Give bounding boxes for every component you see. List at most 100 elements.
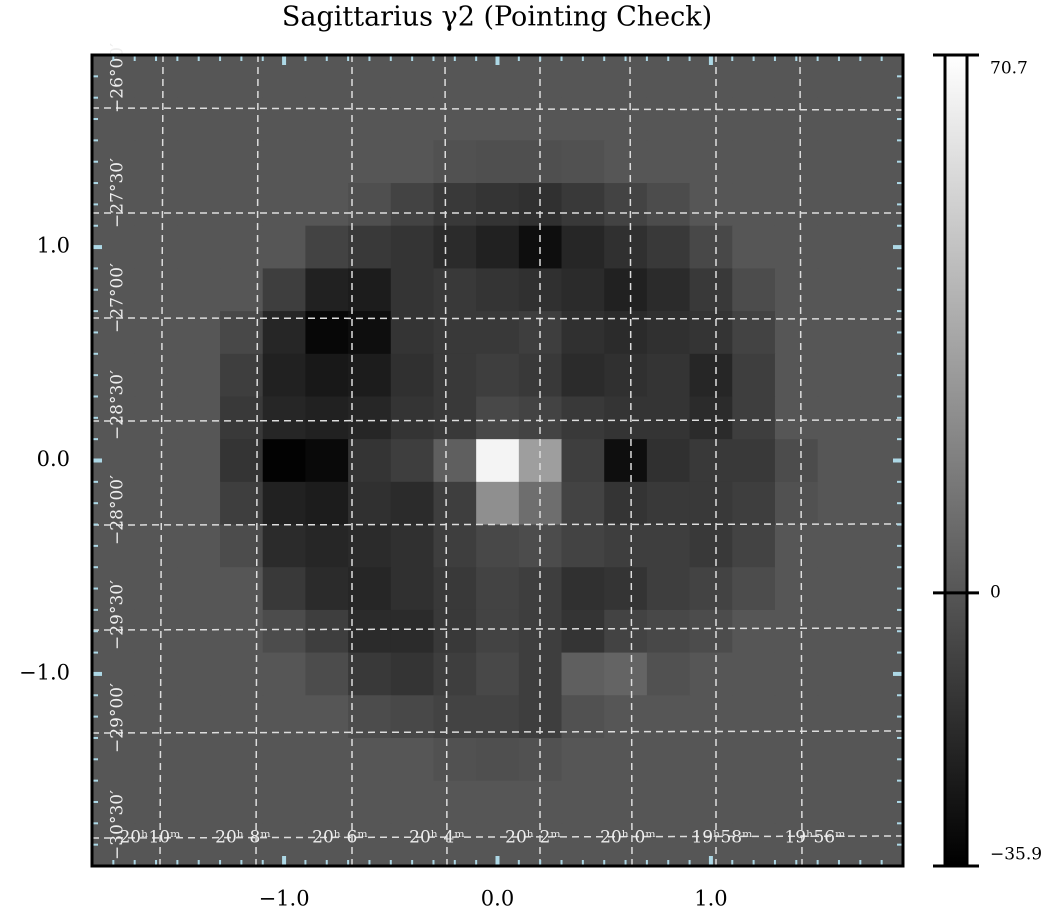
cell xyxy=(433,268,477,312)
cell xyxy=(390,396,434,440)
cell xyxy=(774,225,819,269)
cell xyxy=(732,396,776,440)
cell xyxy=(262,780,306,824)
cell xyxy=(433,97,477,141)
cell xyxy=(860,524,904,568)
cell xyxy=(774,97,819,141)
x-tick-label: 1.0 xyxy=(694,887,727,911)
cell xyxy=(348,97,392,141)
cell xyxy=(305,225,349,269)
cell xyxy=(476,524,520,568)
cell xyxy=(476,353,520,397)
cell xyxy=(689,481,733,526)
cell xyxy=(817,609,861,654)
cell xyxy=(92,823,136,867)
cell xyxy=(860,823,904,867)
cell xyxy=(177,140,221,184)
cell xyxy=(177,396,221,440)
cell xyxy=(390,97,434,141)
cell xyxy=(561,823,605,867)
cell xyxy=(92,97,136,141)
cell xyxy=(561,652,605,696)
cell xyxy=(305,823,349,867)
cell xyxy=(561,311,605,355)
cell xyxy=(604,225,648,269)
cell xyxy=(305,524,349,568)
cell xyxy=(134,780,178,824)
cell xyxy=(390,140,434,184)
cell xyxy=(348,609,392,654)
cell xyxy=(177,353,221,397)
cell xyxy=(646,609,691,654)
colorbar-tick-label: 0 xyxy=(990,582,1001,602)
cell xyxy=(817,353,861,397)
cell xyxy=(476,567,520,611)
cell xyxy=(646,652,691,696)
cell xyxy=(646,268,691,312)
cell xyxy=(262,652,306,696)
cell xyxy=(134,268,178,312)
cell xyxy=(348,780,392,824)
cell xyxy=(348,183,392,227)
cell xyxy=(476,140,520,184)
ra-label: 20ʰ 6ᵐ xyxy=(312,828,368,848)
cell xyxy=(689,311,733,355)
cell xyxy=(348,737,392,782)
cell xyxy=(433,780,477,824)
cell xyxy=(220,97,264,141)
cell xyxy=(262,439,306,483)
cell xyxy=(604,353,648,397)
cell xyxy=(134,567,178,611)
cell xyxy=(92,695,136,739)
cell xyxy=(390,780,434,824)
cell xyxy=(732,567,776,611)
cell xyxy=(92,268,136,312)
cell xyxy=(134,695,178,739)
cell xyxy=(390,652,434,696)
cell xyxy=(262,225,306,269)
cell xyxy=(476,481,520,526)
cell xyxy=(860,780,904,824)
cell xyxy=(305,481,349,526)
cell xyxy=(817,780,861,824)
cell xyxy=(177,524,221,568)
cell xyxy=(220,268,264,312)
dec-label: −30°30′ xyxy=(108,790,128,860)
cell xyxy=(561,567,605,611)
cell xyxy=(817,268,861,312)
cell xyxy=(689,225,733,269)
cell xyxy=(774,268,819,312)
cell xyxy=(220,183,264,227)
ra-label: 20ʰ 8ᵐ xyxy=(215,828,271,848)
cell xyxy=(305,737,349,782)
wcs-grid-line xyxy=(91,317,904,320)
dec-label: −28°30′ xyxy=(108,370,128,440)
cell xyxy=(92,311,136,355)
cell xyxy=(604,183,648,227)
cell xyxy=(561,609,605,654)
cell xyxy=(433,823,477,867)
cell xyxy=(390,567,434,611)
cell xyxy=(774,55,819,99)
cell xyxy=(134,737,178,782)
wcs-grid-line xyxy=(444,54,448,867)
dec-label: −28°00′ xyxy=(108,475,128,545)
cell xyxy=(348,140,392,184)
cell xyxy=(561,481,605,526)
cell xyxy=(305,140,349,184)
cell xyxy=(689,780,733,824)
dec-label: −27°00′ xyxy=(108,263,128,333)
cell xyxy=(433,55,477,99)
colorbar-tick-label: −35.9 xyxy=(990,845,1042,865)
cell xyxy=(860,353,904,397)
cell xyxy=(732,225,776,269)
cell xyxy=(774,481,819,526)
cell xyxy=(732,97,776,141)
cell xyxy=(860,183,904,227)
wcs-grid-line xyxy=(629,54,633,867)
cell xyxy=(262,268,306,312)
dec-label: −26°00′ xyxy=(108,43,128,113)
cell xyxy=(348,353,392,397)
cell xyxy=(262,140,306,184)
